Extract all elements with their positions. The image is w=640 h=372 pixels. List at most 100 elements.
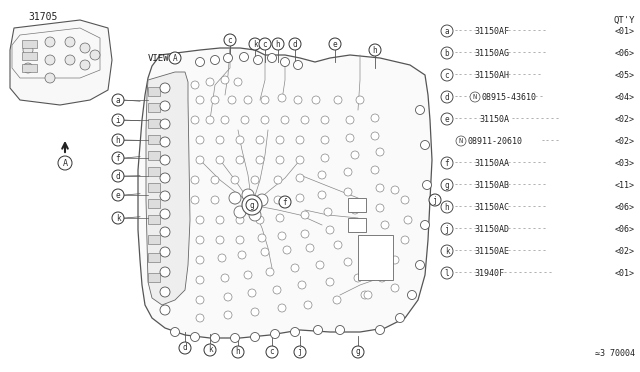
Text: g: g <box>356 347 360 356</box>
Circle shape <box>206 116 214 124</box>
Circle shape <box>160 227 170 237</box>
Circle shape <box>244 96 252 104</box>
Text: d: d <box>116 171 120 180</box>
Circle shape <box>196 136 204 144</box>
Text: -----------: ----------- <box>499 269 554 278</box>
Circle shape <box>251 308 259 316</box>
Circle shape <box>415 106 424 115</box>
Circle shape <box>369 44 381 56</box>
Bar <box>148 135 160 144</box>
Bar <box>22 64 37 72</box>
Circle shape <box>246 199 258 211</box>
Circle shape <box>276 214 284 222</box>
Circle shape <box>259 38 271 50</box>
Text: a: a <box>445 26 449 35</box>
Circle shape <box>346 134 354 142</box>
Circle shape <box>236 156 244 164</box>
Text: g: g <box>250 201 254 209</box>
Circle shape <box>294 61 303 70</box>
Text: h: h <box>372 45 378 55</box>
Circle shape <box>160 155 170 165</box>
Circle shape <box>231 196 239 204</box>
Text: 31940F: 31940F <box>474 269 504 278</box>
Text: 31150AC: 31150AC <box>474 202 509 212</box>
Circle shape <box>334 96 342 104</box>
Circle shape <box>441 201 453 213</box>
Circle shape <box>80 60 90 70</box>
Text: j: j <box>433 196 437 205</box>
Circle shape <box>344 188 352 196</box>
Circle shape <box>278 232 286 240</box>
Text: h: h <box>236 347 240 356</box>
Circle shape <box>376 204 384 212</box>
Circle shape <box>304 301 312 309</box>
Circle shape <box>169 52 181 64</box>
Text: k: k <box>445 247 449 256</box>
Circle shape <box>441 179 453 191</box>
Text: k: k <box>208 346 212 355</box>
Circle shape <box>298 281 306 289</box>
Circle shape <box>334 241 342 249</box>
Text: k: k <box>253 39 257 48</box>
Text: QT'Y: QT'Y <box>614 16 635 25</box>
Circle shape <box>378 274 386 282</box>
Circle shape <box>314 326 323 334</box>
Circle shape <box>441 245 453 257</box>
Circle shape <box>441 25 453 37</box>
Text: c: c <box>269 347 275 356</box>
Circle shape <box>266 268 274 276</box>
Bar <box>148 183 160 192</box>
Circle shape <box>160 119 170 129</box>
Bar <box>348 218 366 232</box>
Circle shape <box>276 156 284 164</box>
Text: <06>: <06> <box>615 224 635 234</box>
Circle shape <box>23 63 33 73</box>
Text: i: i <box>116 115 120 125</box>
Circle shape <box>441 69 453 81</box>
Bar <box>148 167 160 176</box>
Text: <05>: <05> <box>615 71 635 80</box>
Circle shape <box>401 196 409 204</box>
Text: -----: ----- <box>454 26 479 35</box>
Circle shape <box>65 37 75 47</box>
Text: <04>: <04> <box>615 93 635 102</box>
Circle shape <box>211 176 219 184</box>
Circle shape <box>160 305 170 315</box>
Text: 31705: 31705 <box>28 12 58 22</box>
Circle shape <box>236 236 244 244</box>
Circle shape <box>326 226 334 234</box>
Circle shape <box>206 78 214 86</box>
Circle shape <box>318 191 326 199</box>
Circle shape <box>404 216 412 224</box>
Text: e: e <box>116 190 120 199</box>
Circle shape <box>160 209 170 219</box>
Text: d: d <box>292 39 298 48</box>
Text: ---------: --------- <box>502 224 548 234</box>
Circle shape <box>344 168 352 176</box>
Circle shape <box>112 94 124 106</box>
Circle shape <box>112 114 124 126</box>
Text: k: k <box>116 214 120 222</box>
Text: d: d <box>445 93 449 102</box>
Circle shape <box>221 116 229 124</box>
Text: l: l <box>445 269 449 278</box>
Text: -----: ----- <box>454 247 479 256</box>
Circle shape <box>218 254 226 262</box>
Circle shape <box>312 96 320 104</box>
Circle shape <box>230 334 239 343</box>
Circle shape <box>216 156 224 164</box>
Circle shape <box>296 174 304 182</box>
Text: h: h <box>276 39 280 48</box>
Circle shape <box>236 216 244 224</box>
Circle shape <box>234 206 246 218</box>
Text: ---------: --------- <box>502 202 548 212</box>
Text: -----: ----- <box>454 93 479 102</box>
Text: ---------: --------- <box>502 48 548 58</box>
Circle shape <box>376 148 384 156</box>
Text: N: N <box>459 138 463 144</box>
Circle shape <box>294 346 306 358</box>
Circle shape <box>296 136 304 144</box>
Circle shape <box>216 236 224 244</box>
Circle shape <box>196 236 204 244</box>
Circle shape <box>456 136 466 146</box>
